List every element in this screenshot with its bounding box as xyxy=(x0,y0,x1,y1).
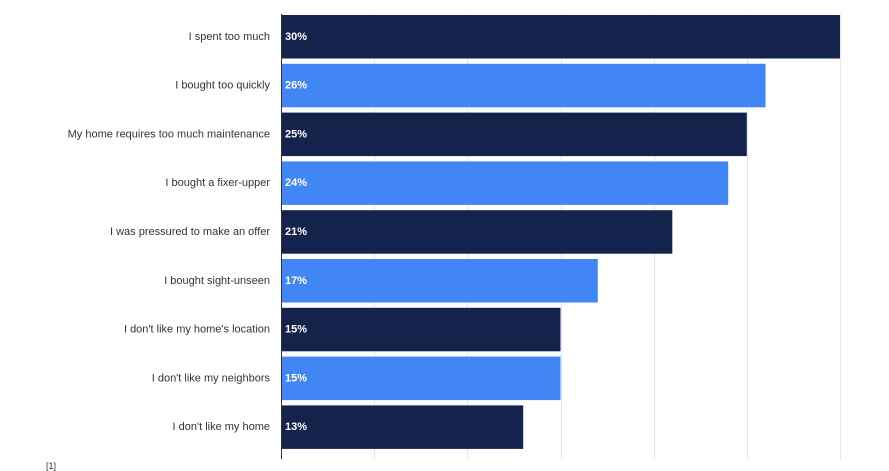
category-label: I don't like my home's location xyxy=(124,324,270,336)
category-label: I spent too much xyxy=(189,31,270,43)
value-labels: 30% 26% 25% 24% 21% 17% 15% 15% 13% xyxy=(285,31,307,433)
bars xyxy=(281,15,840,449)
bar[interactable] xyxy=(281,259,598,303)
bar[interactable] xyxy=(281,112,747,157)
category-label: I don't like my neighbors xyxy=(152,372,271,384)
bar[interactable] xyxy=(281,405,524,449)
category-label: I bought sight-unseen xyxy=(164,275,270,287)
bar[interactable] xyxy=(281,307,561,352)
value-label: 17% xyxy=(285,275,307,287)
value-label: 24% xyxy=(285,177,307,189)
value-label: 25% xyxy=(285,128,307,140)
category-labels: I spent too much I bought too quickly My h… xyxy=(68,31,271,433)
category-label: I bought too quickly xyxy=(175,80,270,92)
bar[interactable] xyxy=(281,210,673,254)
bar[interactable] xyxy=(281,356,561,401)
value-label: 26% xyxy=(285,80,307,92)
bar[interactable] xyxy=(281,63,766,108)
category-label: I was pressured to make an offer xyxy=(110,226,270,238)
bar[interactable] xyxy=(281,161,729,205)
value-label: 15% xyxy=(285,372,307,384)
value-label: 21% xyxy=(285,226,307,238)
value-label: 30% xyxy=(285,31,307,43)
value-label: 13% xyxy=(285,421,307,433)
category-label: I bought a fixer-upper xyxy=(165,177,270,189)
category-label: My home requires too much maintenance xyxy=(68,128,270,140)
footnote: [1] xyxy=(46,461,57,471)
category-label: I don't like my home xyxy=(173,421,270,433)
value-label: 15% xyxy=(285,324,307,336)
bar[interactable] xyxy=(281,15,840,59)
